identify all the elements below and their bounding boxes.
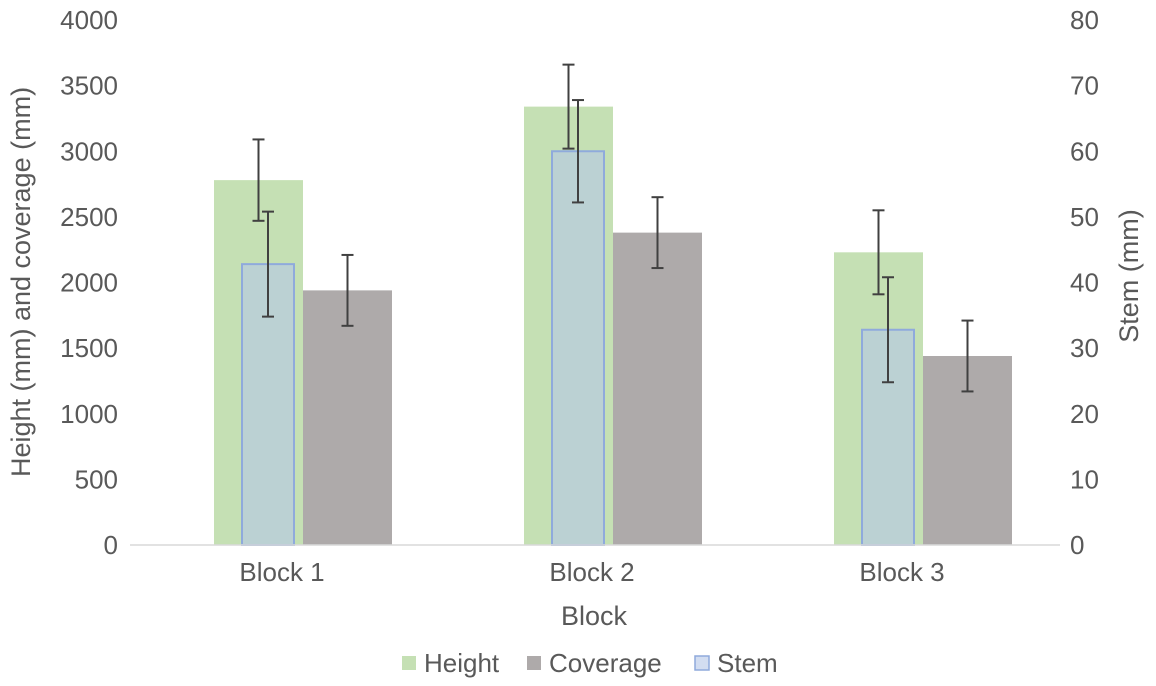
y-tick-label: 3500	[60, 71, 118, 101]
legend: Height Coverage Stem	[402, 648, 778, 678]
error-bar	[651, 196, 664, 270]
error-bar	[961, 319, 974, 393]
y2-tick-label: 50	[1070, 202, 1099, 232]
legend-swatch	[694, 655, 710, 671]
y-tick-label: 1000	[60, 399, 118, 429]
y2-tick-label: 40	[1070, 268, 1099, 298]
error-bars	[252, 63, 974, 393]
y-tick-label: 3000	[60, 136, 118, 166]
y-tick-label: 2000	[60, 268, 118, 298]
legend-item-height: Height	[402, 648, 500, 678]
legend-label: Stem	[717, 648, 778, 678]
y2-tick-label: 70	[1070, 71, 1099, 101]
x-tick-label: Block 2	[549, 557, 634, 587]
y2-axis-title: Stem (mm)	[1114, 209, 1144, 342]
y2-axis-ticks: 0 10 20 30 40 50 60 70 80	[1070, 5, 1099, 560]
legend-item-stem: Stem	[694, 648, 778, 678]
x-tick-label: Block 1	[239, 557, 324, 587]
x-axis-ticks: Block 1 Block 2 Block 3	[239, 557, 944, 587]
y-axis-title: Height (mm) and coverage (mm)	[6, 87, 36, 477]
y-tick-label: 0	[104, 530, 118, 560]
y2-tick-label: 0	[1070, 530, 1084, 560]
error-bar	[572, 99, 584, 204]
error-bar	[341, 253, 354, 327]
y2-tick-label: 30	[1070, 333, 1099, 363]
legend-label: Height	[424, 648, 500, 678]
bar-coverage-1	[303, 290, 392, 545]
error-bar	[562, 63, 575, 150]
legend-item-coverage: Coverage	[527, 648, 662, 678]
error-bar	[252, 138, 265, 222]
legend-swatch	[402, 656, 416, 670]
y2-tick-label: 60	[1070, 136, 1099, 166]
x-tick-label: Block 3	[859, 557, 944, 587]
y2-tick-label: 20	[1070, 399, 1099, 429]
error-bar	[882, 276, 894, 384]
bar-coverage-2	[613, 232, 702, 545]
legend-swatch	[527, 656, 541, 670]
y2-tick-label: 80	[1070, 5, 1099, 35]
y-tick-label: 2500	[60, 202, 118, 232]
legend-label: Coverage	[549, 648, 662, 678]
y-tick-label: 4000	[60, 5, 118, 35]
y-tick-label: 500	[75, 464, 118, 494]
y-tick-label: 1500	[60, 333, 118, 363]
error-bar	[262, 210, 274, 318]
x-axis-title: Block	[561, 601, 628, 631]
y2-tick-label: 10	[1070, 464, 1099, 494]
error-bar	[872, 209, 885, 296]
bar-stem-2	[551, 150, 605, 546]
bars	[214, 106, 1012, 546]
y-axis-ticks: 0 500 1000 1500 2000 2500 3000 3500 4000	[60, 5, 118, 560]
